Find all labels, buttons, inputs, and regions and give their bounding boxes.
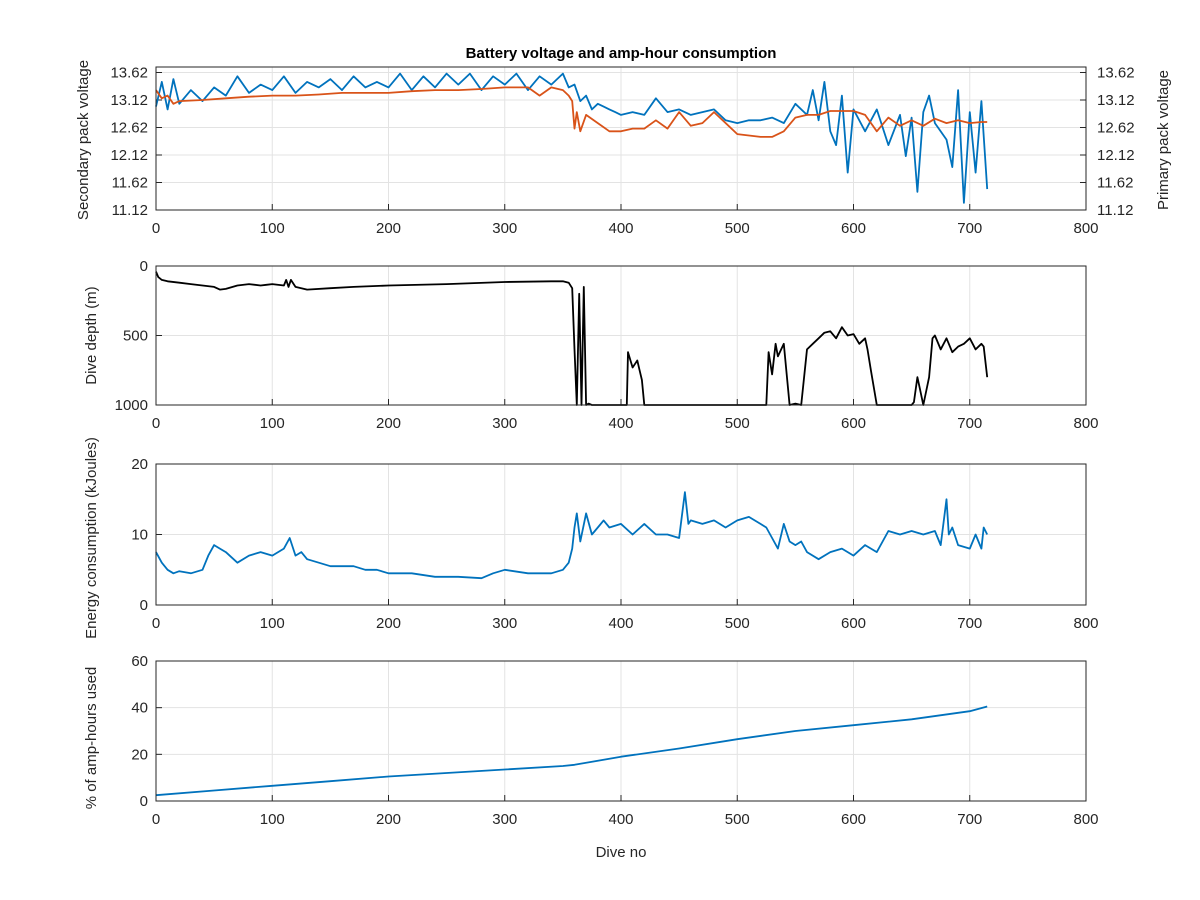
x-tick-label: 100 <box>260 811 285 828</box>
x-tick-label: 700 <box>957 415 982 432</box>
y-axis-title: % of amp-hours used <box>83 667 100 810</box>
y-tick-label: 0 <box>140 258 148 275</box>
x-tick-label: 0 <box>152 615 160 632</box>
right-tick-label: 12.62 <box>1097 120 1135 137</box>
x-tick-label: 400 <box>608 415 633 432</box>
x-tick-label: 0 <box>152 415 160 432</box>
x-tick-label: 0 <box>152 811 160 828</box>
y-tick-label: 60 <box>131 653 148 670</box>
x-tick-label: 800 <box>1073 220 1098 237</box>
x-axis-title: Dive no <box>596 844 647 861</box>
y-tick-label: 20 <box>131 746 148 763</box>
y-tick-label: 40 <box>131 700 148 717</box>
y-tick-label: 0 <box>140 597 148 614</box>
y-tick-label: 12.12 <box>110 147 148 164</box>
series-line-2-0 <box>155 491 989 580</box>
y-tick-label: 0 <box>140 793 148 810</box>
x-tick-label: 200 <box>376 615 401 632</box>
x-tick-label: 500 <box>725 415 750 432</box>
x-tick-label: 800 <box>1073 415 1098 432</box>
right-tick-label: 11.62 <box>1097 175 1133 192</box>
x-tick-label: 100 <box>260 220 285 237</box>
left-axis-title: Secondary pack voltage <box>75 60 92 220</box>
y-tick-label: 500 <box>123 328 148 345</box>
chart-title: Battery voltage and amp-hour consumption <box>466 45 777 62</box>
x-tick-label: 500 <box>725 220 750 237</box>
y-axis-title: Dive depth (m) <box>83 286 100 384</box>
x-tick-label: 400 <box>608 220 633 237</box>
y-axis-title: Energy consumption (kJoules) <box>83 437 100 639</box>
y-tick-label: 12.62 <box>110 120 148 137</box>
x-tick-label: 100 <box>260 415 285 432</box>
x-tick-label: 800 <box>1073 615 1098 632</box>
series-line-1-0 <box>155 271 989 406</box>
series-line-0-0 <box>155 72 989 204</box>
x-tick-label: 200 <box>376 220 401 237</box>
x-tick-label: 700 <box>957 615 982 632</box>
y-tick-label: 1000 <box>115 397 148 414</box>
series-line-0-1 <box>155 86 988 138</box>
x-tick-label: 400 <box>608 811 633 828</box>
right-tick-label: 11.12 <box>1097 202 1133 219</box>
y-tick-label: 20 <box>131 456 148 473</box>
x-tick-label: 800 <box>1073 811 1098 828</box>
x-tick-label: 200 <box>376 811 401 828</box>
x-tick-label: 500 <box>725 811 750 828</box>
y-tick-label: 13.62 <box>110 65 148 82</box>
series-line-3-0 <box>155 705 988 797</box>
x-tick-label: 600 <box>841 415 866 432</box>
x-tick-label: 500 <box>725 615 750 632</box>
x-tick-label: 300 <box>492 811 517 828</box>
x-tick-label: 400 <box>608 615 633 632</box>
axes-frame <box>155 660 1087 802</box>
y-tick-label: 10 <box>131 527 148 544</box>
y-tick-label: 13.12 <box>110 92 148 109</box>
axes-frame <box>155 66 1087 211</box>
x-tick-label: 100 <box>260 615 285 632</box>
x-tick-label: 600 <box>841 615 866 632</box>
right-axis-title: Primary pack voltage <box>1155 70 1172 210</box>
x-tick-label: 600 <box>841 220 866 237</box>
x-tick-label: 300 <box>492 220 517 237</box>
y-tick-label: 11.62 <box>112 175 148 192</box>
x-tick-label: 700 <box>957 220 982 237</box>
x-tick-label: 200 <box>376 415 401 432</box>
x-tick-label: 600 <box>841 811 866 828</box>
right-tick-label: 13.62 <box>1097 65 1135 82</box>
right-tick-label: 13.12 <box>1097 92 1135 109</box>
x-tick-label: 0 <box>152 220 160 237</box>
y-tick-label: 11.12 <box>112 202 148 219</box>
x-tick-label: 300 <box>492 415 517 432</box>
x-tick-label: 700 <box>957 811 982 828</box>
axes-frame <box>155 265 1087 406</box>
x-tick-label: 300 <box>492 615 517 632</box>
right-tick-label: 12.12 <box>1097 147 1135 164</box>
axes-frame <box>155 463 1087 606</box>
